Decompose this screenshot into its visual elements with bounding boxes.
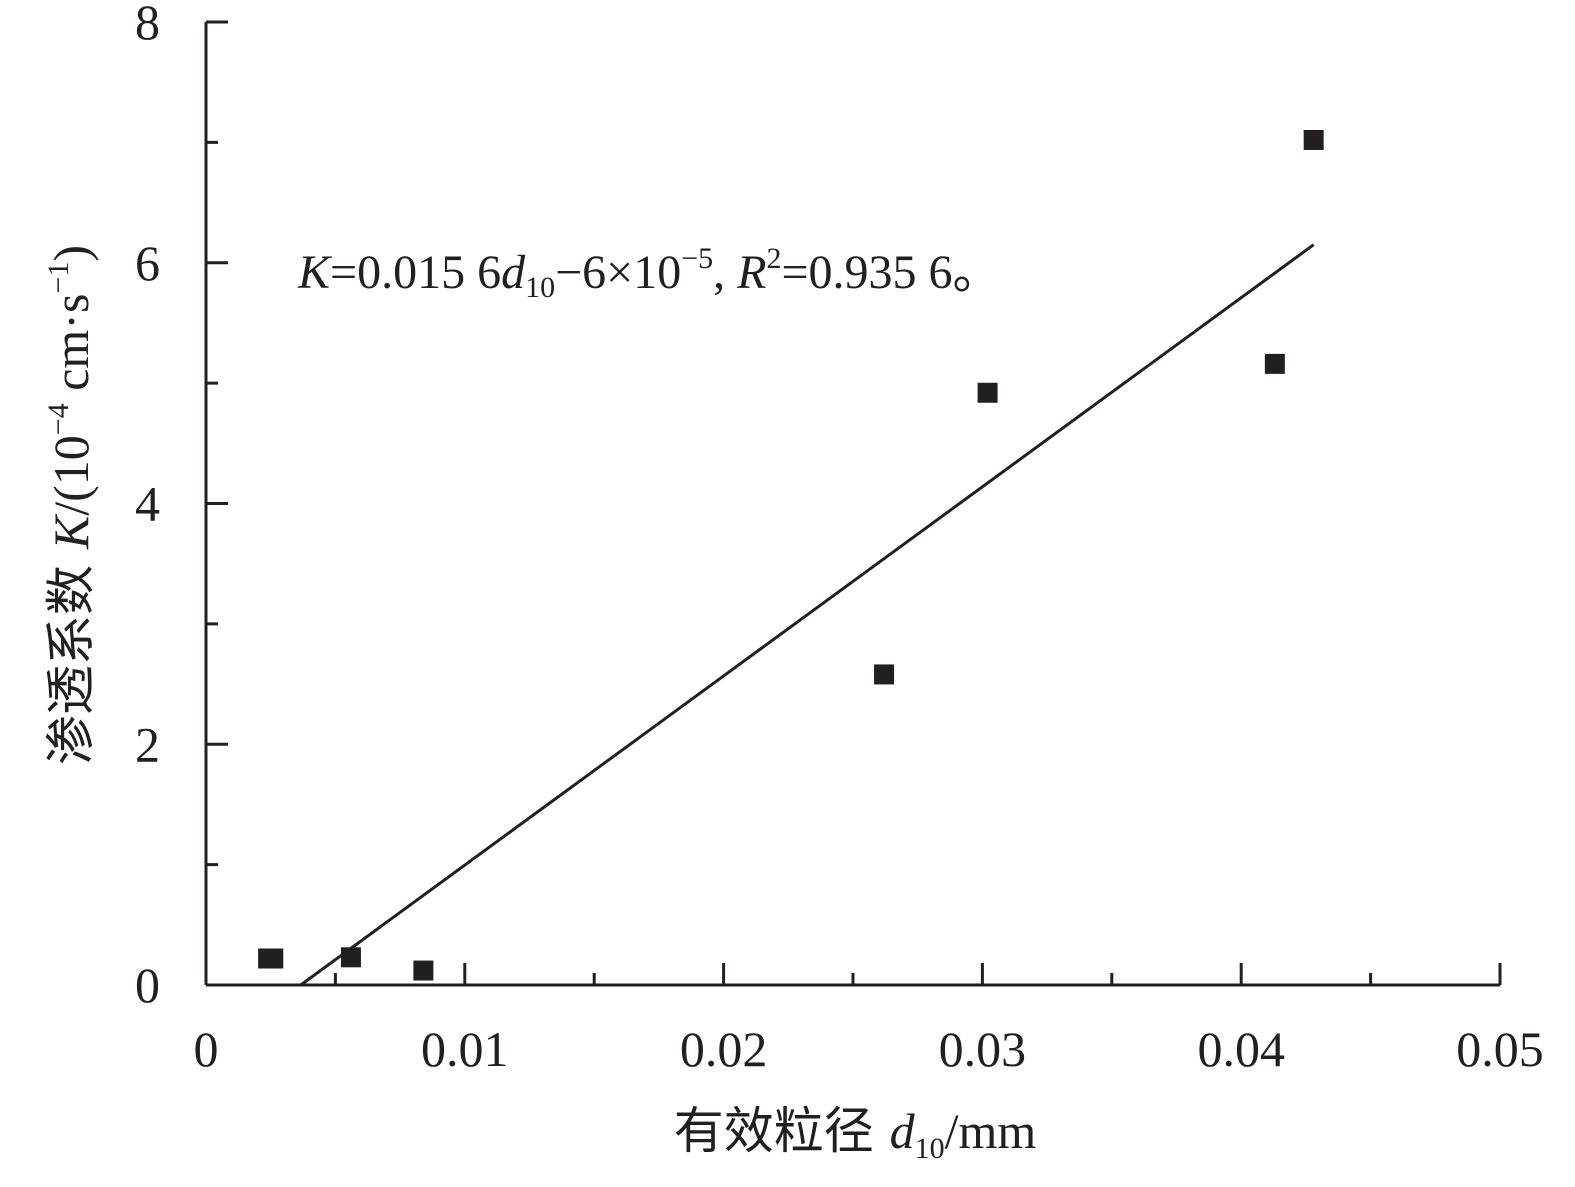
data-point bbox=[413, 960, 434, 981]
x-title-unit: /mm bbox=[945, 1103, 1037, 1159]
y-tick-labels: 0 2 4 6 8 bbox=[135, 0, 160, 1013]
data-points bbox=[258, 129, 1324, 981]
annot-eq4: =0.935 6。 bbox=[781, 246, 1000, 299]
x-tick-labels: 0 0.01 0.02 0.03 0.04 0.05 bbox=[194, 1021, 1544, 1077]
data-point bbox=[263, 948, 284, 969]
annot-eq2: −6×10 bbox=[555, 246, 681, 299]
data-point bbox=[340, 947, 361, 968]
y-ticks bbox=[206, 20, 228, 867]
x-tick-label: 0.01 bbox=[421, 1021, 509, 1077]
fit-equation-annotation: K=0.015 6d10−6×10−5, R2=0.935 6。 bbox=[297, 242, 1001, 304]
data-point bbox=[977, 382, 998, 403]
x-title-sub: 10 bbox=[915, 1132, 945, 1165]
fit-line bbox=[299, 243, 1315, 987]
x-title-text: 有效粒径 bbox=[674, 1102, 890, 1160]
annot-eq1: =0.015 6 bbox=[330, 246, 501, 299]
y-tick-label: 2 bbox=[135, 716, 160, 772]
y-tick-label: 0 bbox=[135, 957, 160, 1013]
x-title-var: d bbox=[890, 1103, 916, 1159]
annot-r: R bbox=[736, 246, 766, 299]
y-title-var: K bbox=[43, 513, 99, 550]
y-tick-label: 8 bbox=[135, 0, 160, 50]
x-tick-label: 0.03 bbox=[939, 1021, 1027, 1077]
y-title-exp1: −4 bbox=[42, 403, 75, 435]
y-tick-label: 4 bbox=[135, 476, 160, 532]
annot-d-sub: 10 bbox=[525, 271, 555, 304]
x-tick-label: 0.05 bbox=[1456, 1021, 1544, 1077]
axes bbox=[204, 22, 1500, 987]
x-tick-label: 0.02 bbox=[680, 1021, 768, 1077]
annot-d: d bbox=[501, 246, 526, 299]
y-title-exp2: −1 bbox=[42, 262, 75, 294]
x-tick-label: 0.04 bbox=[1197, 1021, 1285, 1077]
y-title-text: 渗透系数 bbox=[42, 549, 100, 765]
data-point bbox=[1303, 129, 1324, 150]
x-axis-title: 有效粒径 d10/mm bbox=[674, 1102, 1037, 1165]
annot-exp: −5 bbox=[681, 242, 713, 275]
y-tick-label: 6 bbox=[135, 235, 160, 291]
data-point bbox=[1264, 353, 1285, 374]
annot-r-exp: 2 bbox=[766, 242, 781, 275]
y-title-unit-open: /(10 bbox=[43, 435, 99, 516]
y-title-unit-mid: cm·s bbox=[43, 294, 99, 404]
x-ticks bbox=[333, 963, 1502, 985]
annot-k: K bbox=[297, 246, 333, 299]
x-tick-label: 0 bbox=[194, 1021, 219, 1077]
y-title-unit-close: ) bbox=[43, 245, 99, 262]
annot-eq3: , bbox=[713, 246, 737, 299]
y-axis-title: 渗透系数 K/(10−4 cm·s−1) bbox=[42, 245, 100, 765]
fit-line-group bbox=[299, 243, 1315, 987]
data-point bbox=[874, 664, 895, 685]
